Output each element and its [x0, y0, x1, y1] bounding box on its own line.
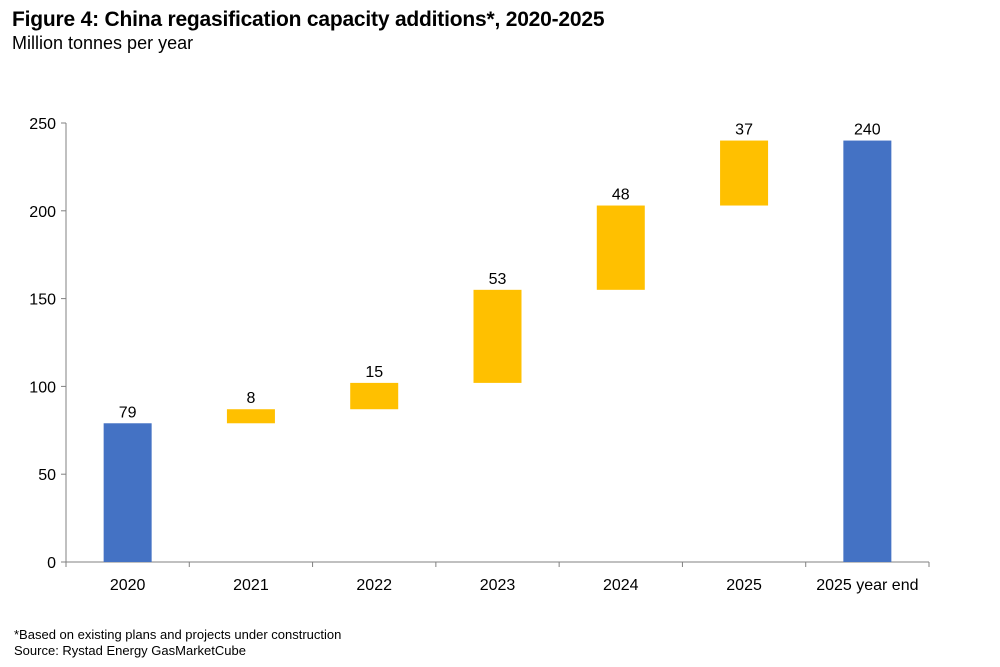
y-tick-label: 150 [29, 292, 56, 309]
increment-bar [596, 205, 645, 290]
increment-bar [226, 409, 275, 424]
increment-bar [350, 382, 399, 410]
y-tick-label: 200 [29, 204, 56, 221]
chart-subtitle: Million tonnes per year [12, 33, 194, 53]
data-label: 15 [365, 364, 383, 381]
axes: 0 50 100 150 200 250 2020 2021 2022 2023 2024 2025 2… [29, 116, 930, 594]
data-label: 48 [612, 187, 630, 204]
x-tick-label: 2023 [480, 577, 516, 594]
chart-title: Figure 4: China regasification capacity … [12, 8, 605, 31]
data-label: 37 [735, 122, 753, 139]
x-tick-label: 2025 year end [816, 577, 918, 594]
y-tick-label: 100 [29, 379, 56, 396]
labels: 79 8 15 53 48 37 240 [119, 122, 881, 422]
total-bar [103, 423, 152, 562]
y-tick-label: 250 [29, 116, 56, 133]
data-label: 53 [489, 271, 507, 288]
data-label: 79 [119, 404, 137, 421]
data-label: 240 [854, 122, 881, 139]
y-tick-label: 50 [38, 467, 56, 484]
x-tick-label: 2020 [110, 577, 146, 594]
x-tick-label: 2025 [726, 577, 762, 594]
footnote-source: Source: Rystad Energy GasMarketCube [14, 643, 246, 658]
total-bar [843, 140, 892, 562]
bars [103, 140, 892, 562]
x-tick-label: 2024 [603, 577, 639, 594]
data-label: 8 [246, 390, 255, 407]
y-tick-label: 0 [47, 555, 56, 572]
footnotes: *Based on existing plans and projects un… [14, 627, 341, 659]
increment-bar [473, 289, 522, 383]
footnote-note: *Based on existing plans and projects un… [14, 627, 342, 642]
increment-bar [720, 140, 769, 206]
x-tick-label: 2022 [356, 577, 392, 594]
x-tick-label: 2021 [233, 577, 269, 594]
